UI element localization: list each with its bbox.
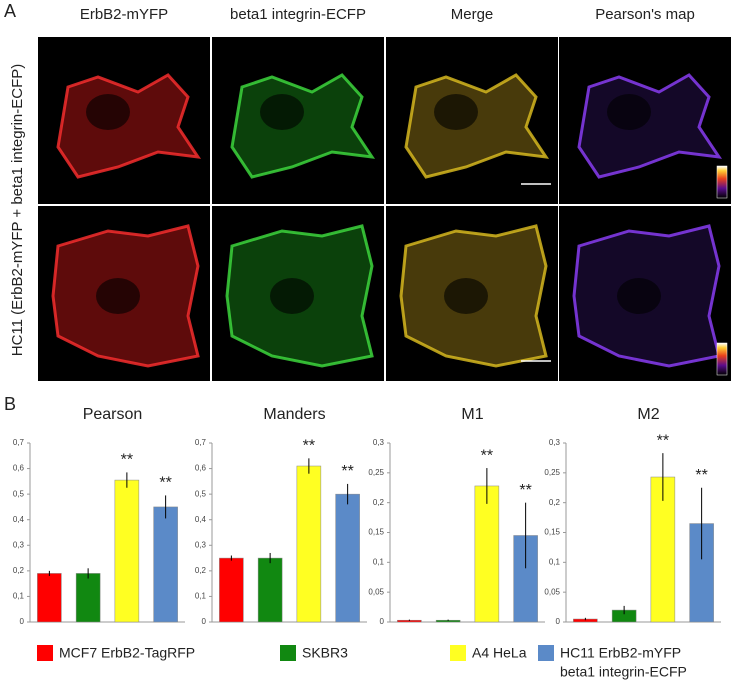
color-bar [716, 342, 728, 376]
y-tick-label: 0,15 [544, 528, 560, 537]
panel-label: B [4, 394, 16, 414]
y-tick-label: 0 [380, 617, 385, 626]
bar [37, 573, 62, 623]
significance: ** [481, 447, 493, 464]
y-tick-label: 0,3 [549, 438, 561, 447]
y-tick-label: 0 [556, 617, 561, 626]
y-tick-label: 0,1 [373, 557, 385, 566]
bar [335, 493, 360, 623]
column-header: beta1 integrin-ECFP [230, 6, 366, 23]
y-tick-label: 0,6 [13, 464, 25, 473]
bar [75, 573, 101, 623]
y-tick-label: 0,5 [13, 489, 25, 498]
legend-swatch [280, 645, 296, 661]
bar [650, 476, 676, 623]
y-tick-label: 0,25 [368, 468, 384, 477]
legend-swatch [538, 645, 554, 661]
y-tick-label: 0,7 [195, 438, 207, 447]
y-tick-label: 0,05 [544, 587, 560, 596]
nucleus [96, 278, 140, 314]
nucleus [260, 94, 304, 130]
legend-label: A4 HeLa [472, 645, 527, 661]
y-tick-label: 0 [20, 617, 25, 626]
bar [474, 485, 500, 623]
legend-label: beta1 integrin-ECFP [560, 664, 687, 680]
microscopy-grid [38, 37, 731, 381]
y-tick-label: 0,15 [368, 528, 384, 537]
bar [257, 557, 283, 623]
significance: ** [303, 438, 315, 455]
y-tick-label: 0,6 [195, 464, 207, 473]
y-tick-label: 0,3 [13, 540, 25, 549]
y-tick-label: 0,3 [195, 540, 207, 549]
y-tick-label: 0,1 [13, 592, 25, 601]
legend-swatch [37, 645, 53, 661]
bar [296, 465, 322, 623]
nucleus [607, 94, 651, 130]
y-tick-label: 0,7 [13, 438, 25, 447]
legend-label: MCF7 ErbB2-TagRFP [59, 645, 195, 661]
chart-title: Manders [263, 406, 325, 423]
y-tick-label: 0,2 [195, 566, 207, 575]
significance: ** [121, 452, 133, 469]
bar [114, 479, 140, 623]
significance: ** [159, 475, 171, 492]
column-header: Pearson's map [595, 6, 695, 23]
y-tick-label: 0,05 [368, 587, 384, 596]
y-tick-label: 0,1 [195, 592, 207, 601]
y-tick-label: 0 [202, 617, 207, 626]
column-header: ErbB2-mYFP [80, 6, 168, 23]
column-header: Merge [451, 6, 494, 23]
nucleus [86, 94, 130, 130]
bar [153, 506, 178, 623]
panel-label: A [4, 1, 16, 21]
legend-swatch [450, 645, 466, 661]
row-label: HC11 (ErbB2-mYFP + beta1 integrin-ECFP) [9, 64, 26, 356]
significance: ** [657, 432, 669, 449]
legend-label: SKBR3 [302, 645, 348, 661]
y-tick-label: 0,5 [195, 489, 207, 498]
significance: ** [695, 467, 707, 484]
y-tick-label: 0,4 [195, 515, 207, 524]
y-tick-label: 0,2 [13, 566, 25, 575]
color-bar [716, 165, 728, 199]
y-tick-label: 0,1 [549, 557, 561, 566]
y-tick-label: 0,2 [373, 498, 385, 507]
legend-label: HC11 ErbB2-mYFP [560, 645, 681, 661]
y-tick-label: 0,25 [544, 468, 560, 477]
chart-title: Pearson [83, 406, 143, 423]
nucleus [444, 278, 488, 314]
nucleus [270, 278, 314, 314]
significance: ** [519, 482, 531, 499]
bar [219, 557, 244, 623]
nucleus [434, 94, 478, 130]
nucleus [617, 278, 661, 314]
significance: ** [341, 463, 353, 480]
chart-title: M1 [461, 406, 483, 423]
y-tick-label: 0,2 [549, 498, 561, 507]
y-tick-label: 0,4 [13, 515, 25, 524]
y-tick-label: 0,3 [373, 438, 385, 447]
chart-title: M2 [637, 406, 659, 423]
